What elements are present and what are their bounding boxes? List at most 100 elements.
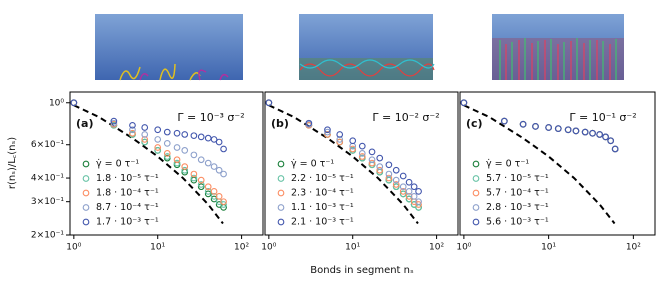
data-point: [197, 156, 205, 164]
legend-marker: [472, 204, 480, 211]
annotation: Γ = 10⁻³ σ⁻²: [177, 111, 244, 124]
legend-marker: [472, 189, 480, 197]
panel-letter: (a): [76, 117, 93, 130]
data-point: [581, 128, 589, 136]
data-point: [368, 156, 376, 164]
data-point: [190, 174, 198, 182]
data-point: [141, 136, 149, 143]
x-axis-label: Bonds in segment nₛ: [310, 265, 414, 276]
data-point: [190, 132, 198, 140]
plot-area: [460, 99, 619, 225]
polymer-chains: [299, 59, 435, 69]
legend-label: 5.6 · 10⁻³ τ⁻¹: [486, 217, 549, 228]
legend-label: γ̇ = 0 τ⁻¹: [96, 159, 139, 170]
data-point: [204, 190, 212, 198]
data-point: [154, 147, 162, 154]
data-point: [181, 147, 189, 154]
annotation: Γ = 10⁻¹ σ⁻²: [569, 111, 636, 124]
data-point: [305, 119, 313, 127]
data-point: [129, 126, 136, 134]
data-point: [336, 136, 344, 143]
data-point: [410, 183, 418, 191]
data-point: [572, 127, 580, 135]
legend-label: 5.7 · 10⁻⁴ τ⁻¹: [486, 188, 549, 199]
data-point: [336, 131, 344, 138]
legend-marker: [82, 189, 90, 197]
data-point: [415, 198, 422, 206]
data-point: [204, 134, 212, 142]
data-point: [210, 136, 218, 143]
data-point: [358, 153, 366, 160]
polymer-chains: [139, 69, 229, 81]
data-point: [410, 193, 418, 200]
x-tick-label: 10⁰: [261, 243, 276, 253]
legend-marker: [82, 204, 90, 211]
data-point: [415, 201, 422, 208]
data-point: [215, 166, 223, 174]
data-point: [392, 181, 400, 188]
legend-marker: [277, 204, 285, 211]
data-point: [376, 163, 384, 170]
data-point: [368, 148, 376, 156]
data-point: [204, 183, 212, 191]
data-point: [163, 153, 171, 160]
data-point: [399, 183, 407, 191]
x-tick-label: 10²: [429, 243, 444, 253]
legend-label: 1.8 · 10⁻⁵ τ⁻¹: [96, 173, 159, 184]
data-point: [110, 117, 118, 125]
data-point: [197, 181, 205, 188]
snapshot-a: [95, 14, 243, 80]
data-point: [405, 178, 413, 186]
data-point: [197, 183, 205, 191]
y-tick-label: 6×10⁻¹: [31, 140, 64, 150]
data-point: [204, 159, 212, 167]
data-point: [190, 151, 198, 159]
x-tick-label: 10⁰: [456, 243, 471, 253]
legend-marker: [472, 218, 480, 226]
polymer-layer: [299, 58, 433, 80]
data-point: [336, 138, 344, 146]
panel-letter: (b): [271, 117, 289, 130]
data-point: [173, 159, 181, 167]
data-point: [154, 144, 162, 151]
legend-label: 2.2 · 10⁻⁵ τ⁻¹: [291, 173, 354, 184]
data-point: [110, 119, 118, 127]
data-point: [190, 170, 198, 178]
data-point: [545, 124, 552, 131]
data-point: [611, 145, 619, 153]
data-point: [181, 163, 189, 170]
plot-area: [70, 99, 227, 225]
data-point: [220, 170, 227, 178]
y-tick-label: 4×10⁻¹: [31, 174, 64, 184]
data-point: [181, 166, 189, 174]
legend-label: 8.7 · 10⁻⁴ τ⁻¹: [96, 202, 159, 213]
data-point: [376, 154, 384, 162]
data-point: [70, 99, 78, 107]
data-point: [265, 99, 273, 107]
legend-marker: [277, 218, 285, 226]
data-point: [173, 156, 181, 164]
x-tick-label: 10¹: [345, 243, 360, 253]
x-tick-label: 10¹: [150, 243, 165, 253]
data-point: [197, 133, 205, 141]
data-point: [163, 140, 171, 147]
data-point: [607, 137, 615, 145]
data-point: [173, 129, 181, 137]
data-point: [358, 142, 366, 150]
data-point: [163, 128, 171, 136]
data-point: [324, 126, 331, 134]
legend-marker: [472, 175, 480, 182]
polymer-brushes: [499, 38, 617, 80]
legend-marker: [277, 189, 285, 197]
data-point: [141, 124, 149, 131]
data-point: [532, 123, 539, 130]
data-point: [519, 120, 527, 128]
data-point: [210, 188, 218, 195]
panel-letter: (c): [466, 117, 483, 130]
y-tick-label: 10⁰: [49, 98, 64, 108]
legend-label: 2.3 · 10⁻⁴ τ⁻¹: [291, 188, 354, 199]
x-tick-label: 10²: [626, 243, 641, 253]
legend-marker: [82, 218, 90, 226]
legend-label: 5.7 · 10⁻⁵ τ⁻¹: [486, 173, 549, 184]
legend-marker: [472, 160, 480, 168]
